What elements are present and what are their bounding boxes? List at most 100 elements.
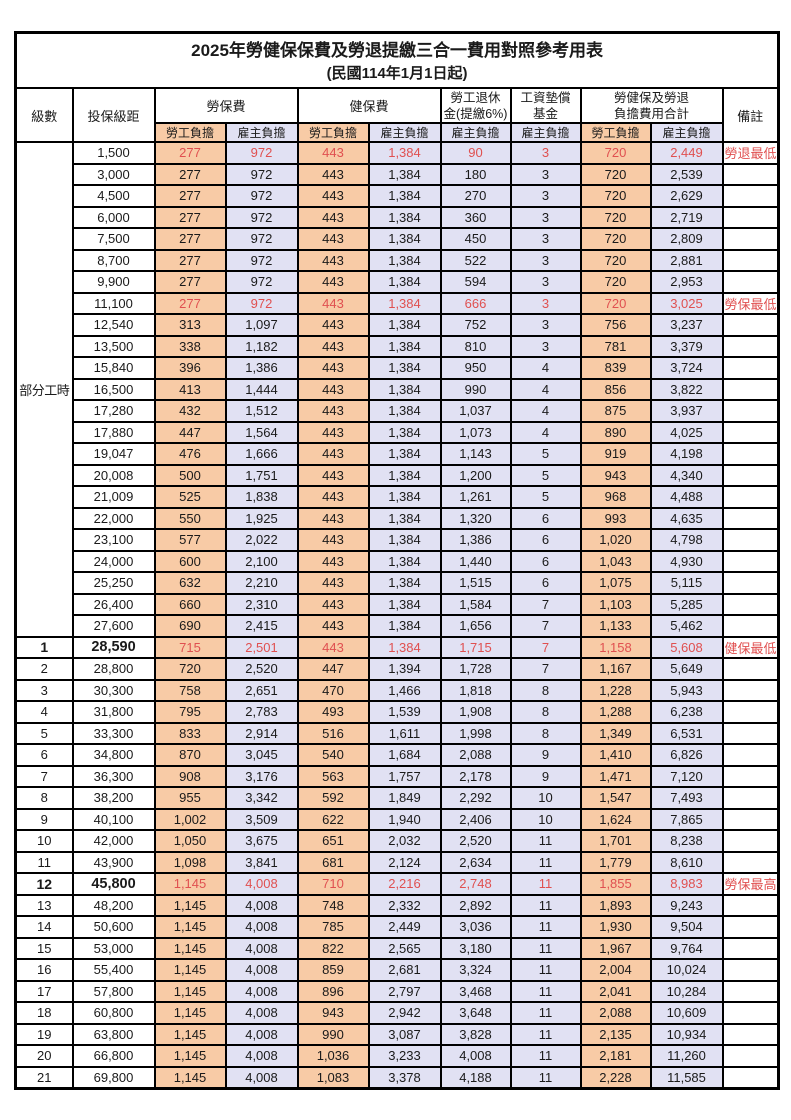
row-value: 2,953	[649, 270, 724, 294]
row-value: 522	[439, 248, 512, 272]
row-bracket: 30,300	[71, 678, 156, 702]
row-value: 1,440	[439, 549, 512, 573]
row-value: 1,666	[224, 442, 299, 466]
table-row: 9,900 277 972 443 1,384 594 3 720 2,953	[16, 270, 780, 294]
row-value: 443	[296, 614, 370, 638]
row-value: 1,384	[367, 399, 442, 423]
row-value: 2,449	[649, 141, 724, 165]
row-value: 4,008	[224, 915, 299, 939]
row-value: 443	[296, 549, 370, 573]
row-value: 2,520	[224, 657, 299, 681]
row-remark	[721, 936, 780, 960]
table-body: 部分工時1,5002779724431,3849037202,449勞退最低級距…	[14, 141, 780, 1089]
row-value: 1,466	[367, 678, 442, 702]
row-value: 1,564	[224, 420, 299, 444]
row-value: 3,087	[367, 1022, 442, 1046]
row-value: 563	[296, 764, 370, 788]
row-value: 2,651	[224, 678, 299, 702]
row-value: 972	[224, 162, 299, 186]
row-value: 4	[509, 399, 582, 423]
row-remark	[721, 528, 780, 552]
row-value: 2,748	[439, 872, 512, 896]
row-value: 990	[296, 1022, 370, 1046]
row-value: 1,384	[367, 227, 442, 251]
row-value: 1,200	[439, 463, 512, 487]
row-level: 20	[14, 1044, 74, 1068]
row-value: 4,025	[649, 420, 724, 444]
row-value: 896	[296, 979, 370, 1003]
row-level: 4	[14, 700, 74, 724]
row-value: 720	[579, 270, 652, 294]
row-bracket: 60,800	[71, 1001, 156, 1025]
row-value: 577	[153, 528, 227, 552]
row-bracket: 38,200	[71, 786, 156, 810]
row-value: 277	[153, 205, 227, 229]
row-remark	[721, 829, 780, 853]
col-header-pension-line2: 金(提繳6%)	[443, 106, 508, 121]
row-value: 90	[439, 141, 512, 165]
row-value: 11	[509, 850, 582, 874]
row-value: 856	[579, 377, 652, 401]
row-remark	[721, 485, 780, 509]
row-value: 785	[296, 915, 370, 939]
row-value: 5,115	[649, 571, 724, 595]
row-bracket: 23,100	[71, 528, 156, 552]
row-value: 720	[579, 291, 652, 315]
row-value: 3,379	[649, 334, 724, 358]
row-value: 4,008	[224, 872, 299, 896]
table-row: 24,000 600 2,100 443 1,384 1,440 6 1,043 4,930	[16, 549, 780, 573]
row-value: 2,942	[367, 1001, 442, 1025]
row-value: 2,216	[367, 872, 442, 896]
row-value: 972	[224, 270, 299, 294]
row-value: 1,083	[296, 1065, 370, 1089]
row-value: 443	[296, 313, 370, 337]
row-value: 666	[439, 291, 512, 315]
row-bracket: 11,100	[71, 291, 156, 315]
row-value: 1,145	[153, 979, 227, 1003]
col-header-total-line1: 勞健保及勞退	[613, 90, 689, 105]
row-bracket: 53,000	[71, 936, 156, 960]
row-value: 1,384	[367, 184, 442, 208]
row-remark	[721, 549, 780, 573]
row-value: 4	[509, 377, 582, 401]
row-value: 1,757	[367, 764, 442, 788]
row-value: 1,384	[367, 377, 442, 401]
row-remark	[721, 377, 780, 401]
row-level: 3	[14, 678, 74, 702]
row-value: 5	[509, 442, 582, 466]
row-value: 1,751	[224, 463, 299, 487]
row-value: 1,384	[367, 141, 442, 165]
row-value: 2,041	[579, 979, 652, 1003]
row-value: 11	[509, 915, 582, 939]
row-value: 4,488	[649, 485, 724, 509]
row-remark	[721, 399, 780, 423]
row-level: 6	[14, 743, 74, 767]
row-value: 1,261	[439, 485, 512, 509]
col-header-total-line2: 負擔費用合計	[613, 106, 689, 121]
row-level: 13	[14, 893, 74, 917]
row-value: 2,135	[579, 1022, 652, 1046]
row-remark	[721, 807, 780, 831]
row-value: 11,260	[649, 1044, 724, 1068]
row-level: 9	[14, 807, 74, 831]
row-value: 1,515	[439, 571, 512, 595]
row-value: 4,198	[649, 442, 724, 466]
row-remark	[721, 1044, 780, 1068]
row-value: 720	[579, 227, 652, 251]
row-bracket: 31,800	[71, 700, 156, 724]
row-value: 2,809	[649, 227, 724, 251]
table-row: 6 34,800 870 3,045 540 1,684 2,088 9 1,410 6,826	[14, 743, 780, 767]
row-value: 1,384	[367, 506, 442, 530]
row-value: 443	[296, 291, 370, 315]
row-value: 360	[439, 205, 512, 229]
row-level: 10	[14, 829, 74, 853]
row-value: 6	[509, 571, 582, 595]
row-value: 7,120	[649, 764, 724, 788]
subheader-labor-employer: 雇主負擔	[224, 122, 299, 143]
row-level: 16	[14, 958, 74, 982]
row-value: 3,828	[439, 1022, 512, 1046]
row-remark	[721, 657, 780, 681]
row-value: 443	[296, 227, 370, 251]
